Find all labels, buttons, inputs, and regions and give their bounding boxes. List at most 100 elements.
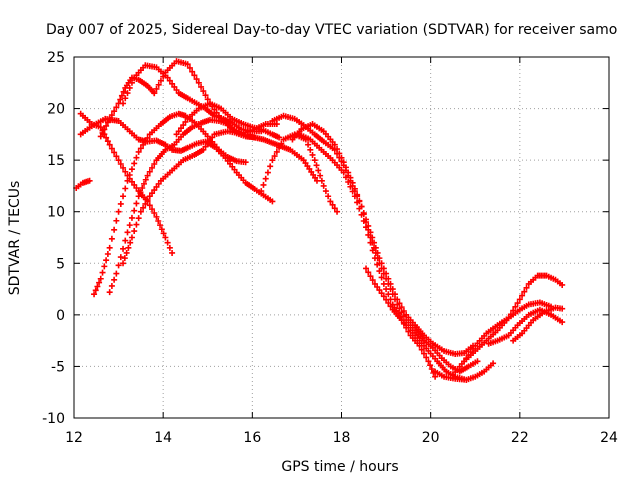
x-tick-label: 20	[422, 430, 440, 446]
data-point	[189, 68, 196, 75]
data-point	[153, 183, 160, 190]
data-point	[186, 64, 193, 71]
data-point	[144, 172, 151, 179]
data-point	[151, 187, 158, 194]
data-point	[135, 148, 142, 155]
data-point	[463, 355, 470, 362]
data-point	[113, 153, 120, 160]
data-point	[120, 193, 127, 200]
data-point	[120, 164, 127, 171]
data-point	[131, 181, 138, 188]
data-point	[372, 249, 379, 256]
data-point	[334, 208, 341, 215]
data-point	[151, 90, 158, 97]
data-point	[173, 131, 180, 138]
data-point	[523, 284, 530, 291]
y-tick-label: -10	[42, 411, 65, 427]
data-point	[338, 154, 345, 161]
data-point	[206, 137, 213, 144]
y-tick-label: 20	[47, 102, 65, 118]
data-point	[334, 146, 341, 153]
data-point	[559, 305, 566, 312]
x-tick-label: 18	[333, 430, 351, 446]
data-point	[331, 141, 338, 148]
data-point	[97, 124, 104, 131]
data-point	[376, 287, 383, 294]
data-point	[347, 183, 354, 190]
data-point	[425, 358, 432, 365]
data-point	[123, 249, 130, 256]
data-point	[140, 204, 147, 211]
y-axis-label: SDTVAR / TECUs	[7, 181, 23, 296]
data-point	[559, 319, 566, 326]
data-point	[559, 281, 566, 288]
y-tick-label: 5	[56, 256, 65, 272]
data-point	[149, 164, 156, 171]
data-point	[121, 255, 128, 262]
data-point	[380, 293, 387, 300]
data-point	[360, 217, 367, 224]
data-point	[376, 268, 383, 275]
data-point	[378, 274, 385, 281]
data-point	[336, 150, 343, 157]
data-point	[313, 162, 320, 169]
data-point	[195, 79, 202, 86]
data-point	[133, 154, 140, 161]
data-point	[104, 251, 111, 258]
data-point	[329, 201, 336, 208]
data-point	[385, 291, 392, 298]
chart-title: Day 007 of 2025, Sidereal Day-to-day VTE…	[46, 22, 617, 38]
data-point	[139, 184, 146, 191]
data-point	[111, 226, 118, 233]
data-point	[137, 208, 144, 215]
data-point	[96, 279, 103, 286]
data-point	[420, 350, 427, 357]
data-point	[160, 73, 167, 80]
data-point	[133, 221, 140, 228]
data-point	[461, 358, 468, 365]
x-tick-label: 12	[65, 430, 83, 446]
data-point	[126, 84, 133, 91]
data-point	[131, 207, 138, 214]
x-tick-label: 16	[243, 430, 261, 446]
data-point	[115, 157, 122, 164]
data-point	[342, 174, 349, 181]
data-point	[311, 157, 318, 164]
data-point	[128, 178, 135, 185]
data-point	[97, 275, 104, 282]
data-point	[200, 146, 207, 153]
data-point	[97, 133, 104, 140]
data-point	[371, 280, 378, 287]
data-point	[204, 140, 211, 147]
data-point	[117, 161, 124, 168]
data-point	[269, 198, 276, 205]
data-point	[369, 277, 376, 284]
data-point	[204, 96, 211, 103]
x-tick-label: 22	[511, 430, 529, 446]
data-point	[137, 145, 144, 152]
data-point	[273, 148, 280, 155]
data-point	[423, 354, 430, 361]
y-tick-label: 25	[47, 50, 65, 66]
data-point	[317, 172, 324, 179]
data-point	[191, 72, 198, 79]
data-point	[202, 143, 209, 150]
data-point	[427, 362, 434, 369]
data-point	[124, 229, 131, 236]
data-point	[103, 122, 110, 129]
data-point	[320, 182, 327, 189]
data-point	[383, 286, 390, 293]
data-point	[101, 126, 108, 133]
data-point	[94, 283, 101, 290]
data-point	[106, 289, 113, 296]
grid-layer	[74, 57, 609, 418]
data-point	[340, 169, 347, 176]
data-point	[118, 92, 125, 99]
data-point	[124, 172, 131, 179]
data-point	[151, 161, 158, 168]
data-point	[117, 200, 124, 207]
data-point	[383, 296, 390, 303]
